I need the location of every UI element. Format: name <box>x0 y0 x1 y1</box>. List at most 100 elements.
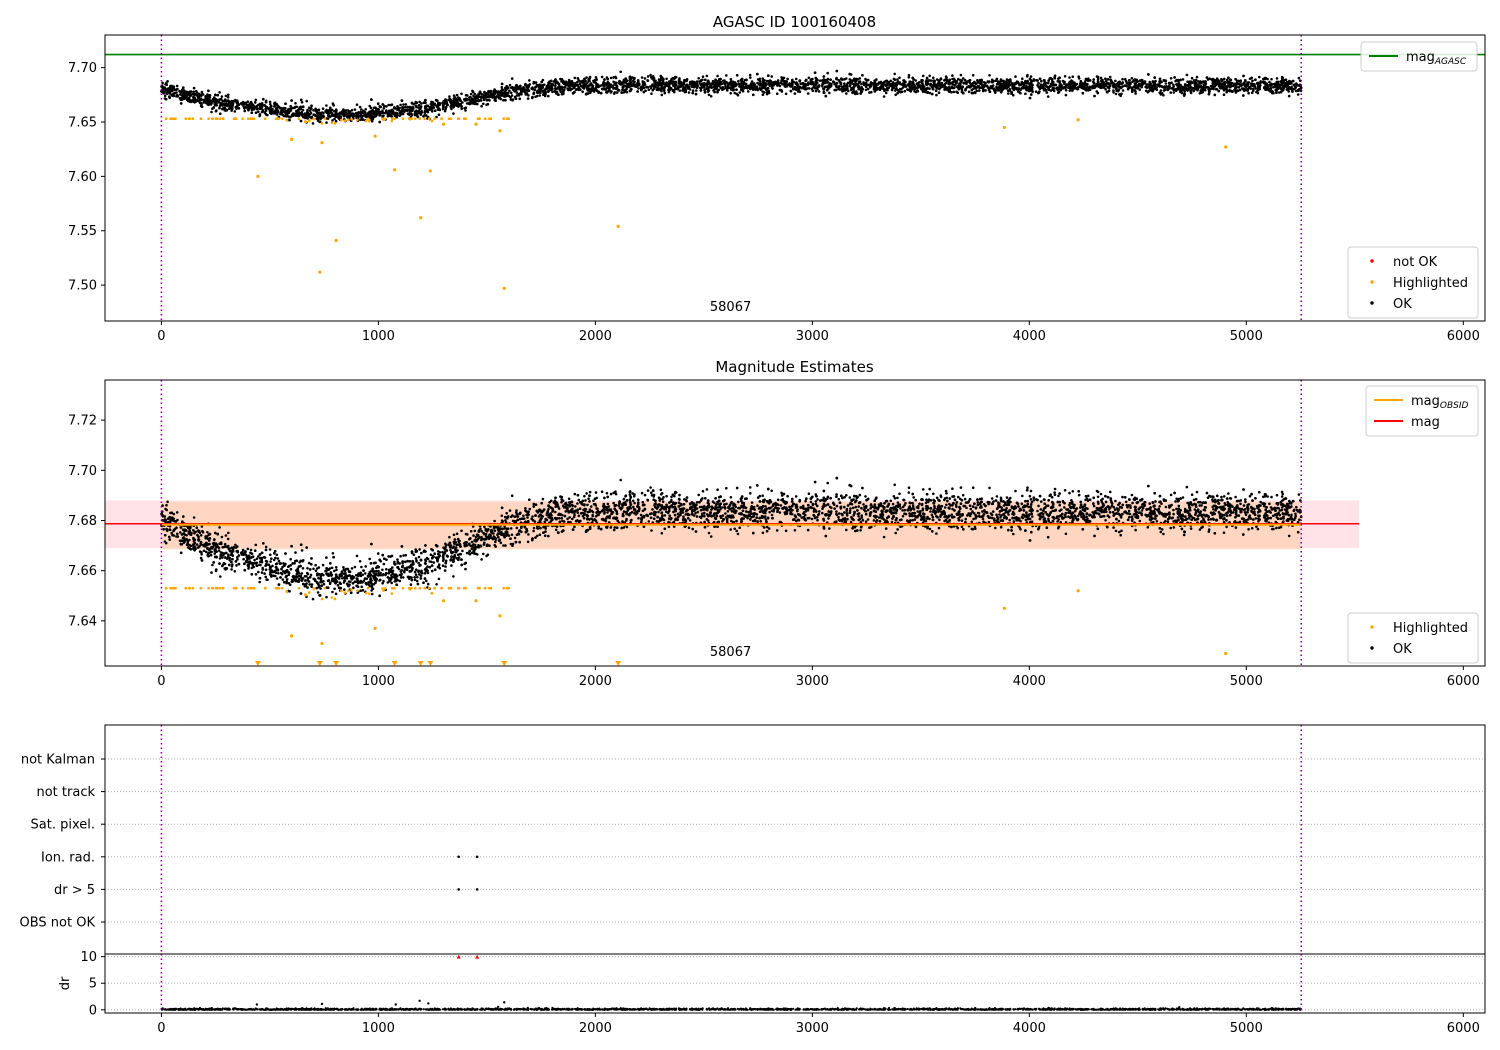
ok-point <box>943 79 946 82</box>
ok-point <box>282 114 286 118</box>
ok-point <box>382 114 385 117</box>
ok-point <box>745 84 748 87</box>
ok-point <box>1177 87 1180 91</box>
ok-point <box>536 91 540 95</box>
ok-point <box>775 92 779 95</box>
ok-point <box>431 101 435 104</box>
ok-point <box>415 105 418 109</box>
ok-point <box>285 115 288 118</box>
ok-point <box>984 81 987 85</box>
ok-point <box>448 95 451 98</box>
ok-point <box>1212 84 1215 88</box>
ok-point <box>387 103 390 107</box>
ok-point <box>578 83 582 86</box>
ok-point <box>929 79 933 82</box>
ok-point <box>358 105 362 109</box>
ok-point <box>219 103 223 106</box>
ok-point <box>228 107 231 110</box>
ok-point <box>489 89 493 93</box>
ok-point <box>342 114 346 118</box>
ok-point <box>1194 78 1198 82</box>
ok-point <box>250 108 254 112</box>
ok-point <box>646 86 649 89</box>
ok-point <box>1147 83 1150 86</box>
ok-point <box>1173 76 1176 79</box>
ok-point <box>667 90 671 94</box>
ok-point <box>695 86 699 89</box>
ok-point <box>508 89 511 92</box>
ok-point <box>413 112 417 116</box>
ok-point <box>1272 86 1275 89</box>
ok-point <box>646 75 650 78</box>
ok-point <box>511 85 514 89</box>
ok-point <box>509 91 513 95</box>
ok-point <box>1063 75 1067 78</box>
ok-point <box>758 82 762 86</box>
ok-point <box>814 89 818 93</box>
ok-point <box>469 95 472 99</box>
ok-point <box>758 79 762 83</box>
ok-point <box>1018 91 1021 94</box>
ok-point <box>988 74 991 77</box>
ok-point <box>861 88 865 91</box>
ok-point <box>865 79 868 82</box>
ok-point <box>764 83 768 87</box>
ok-point <box>911 82 915 85</box>
ok-point <box>301 108 305 112</box>
ok-point <box>619 70 622 74</box>
ok-point <box>1030 80 1034 83</box>
ok-point <box>1042 79 1046 82</box>
ok-point <box>396 106 400 109</box>
ok-point <box>994 79 998 82</box>
ok-point <box>455 93 459 97</box>
ok-point <box>465 102 469 105</box>
ok-point <box>1071 75 1075 78</box>
ok-point <box>790 85 794 88</box>
ok-point <box>896 78 899 81</box>
ok-point <box>1196 83 1200 86</box>
ok-point <box>1214 83 1217 87</box>
ok-point <box>325 111 328 114</box>
ok-point <box>1291 89 1294 93</box>
ok-point <box>835 81 839 85</box>
ok-point <box>171 89 174 93</box>
ok-point <box>420 102 423 105</box>
ok-point <box>649 86 653 90</box>
ok-point <box>1063 85 1067 89</box>
ok-point <box>824 78 828 82</box>
ok-point <box>227 93 230 97</box>
ok-point <box>603 84 606 88</box>
ok-point <box>433 109 437 112</box>
ok-point <box>541 78 545 82</box>
ok-point <box>1280 75 1284 79</box>
ok-point <box>779 81 783 85</box>
ok-point <box>980 79 983 83</box>
ok-point <box>991 87 994 90</box>
ok-point <box>725 74 728 77</box>
ok-point <box>633 83 636 87</box>
ok-point <box>951 74 954 77</box>
ok-point <box>492 90 495 93</box>
ok-point <box>200 101 203 105</box>
ok-point <box>1014 75 1017 78</box>
agasc-magnitude-panel: AGASC ID 100160408 58067 0 1000 2000 3000 40… <box>68 13 1486 344</box>
ok-point <box>798 79 801 83</box>
ok-point <box>1167 81 1171 85</box>
ok-point <box>504 98 507 102</box>
ok-point <box>224 102 228 105</box>
ok-point <box>564 80 568 84</box>
ok-point <box>640 76 644 79</box>
ok-point <box>908 86 912 89</box>
ok-point <box>856 83 859 87</box>
ok-point <box>325 121 328 124</box>
ok-point <box>592 90 596 93</box>
ok-point <box>275 113 279 116</box>
ok-point <box>593 78 597 82</box>
ok-point <box>547 82 551 85</box>
ok-point <box>304 116 308 120</box>
ok-point <box>384 111 387 115</box>
ok-point <box>735 88 738 91</box>
ok-point <box>785 80 788 83</box>
ok-point <box>561 79 565 83</box>
ok-point <box>990 78 994 82</box>
